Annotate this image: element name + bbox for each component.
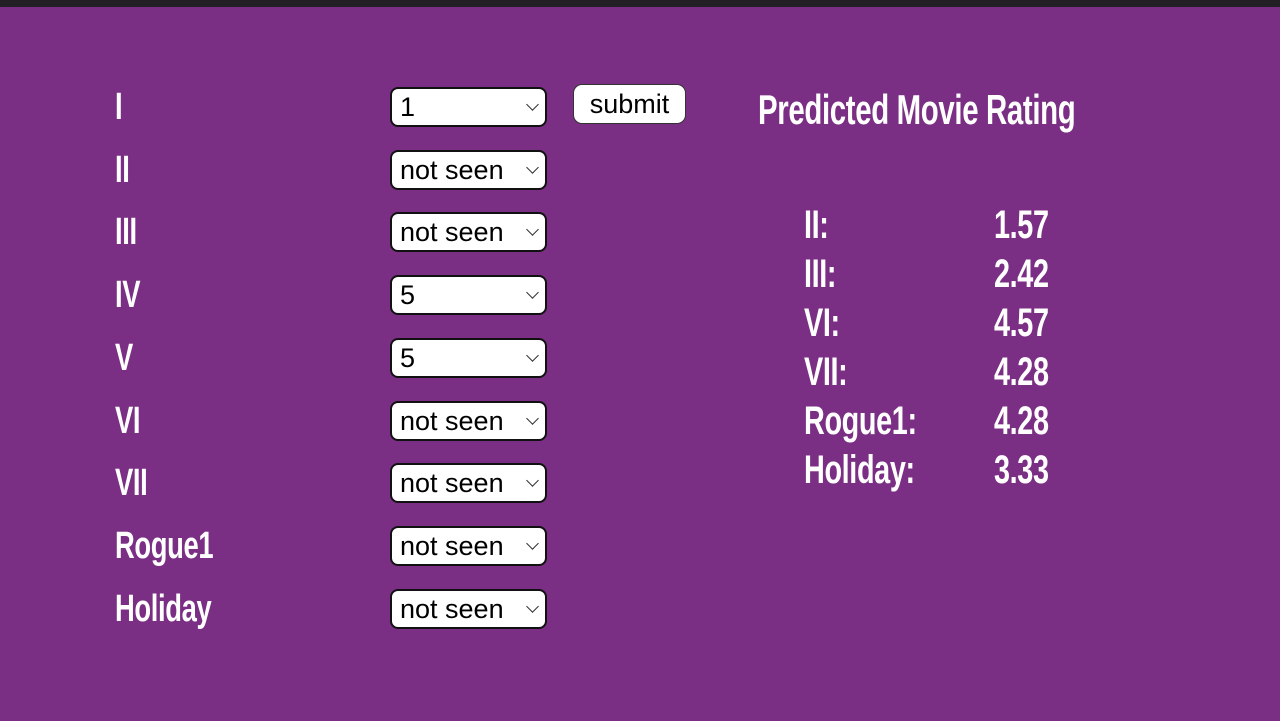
movie-label: Rogue1 <box>115 524 214 567</box>
selected-value: 1 <box>400 92 416 122</box>
chevron-down-icon <box>526 286 539 299</box>
movie-row: IV 5 <box>0 274 700 317</box>
movie-row: II not seen <box>0 148 700 191</box>
chevron-down-icon <box>526 537 539 550</box>
result-value: 3.33 <box>994 448 1049 492</box>
selected-value: not seen <box>400 405 504 436</box>
selected-value: not seen <box>400 468 504 499</box>
result-name: Holiday: <box>804 448 915 492</box>
movie-label: VI <box>115 399 141 442</box>
rating-select[interactable]: not seen <box>390 212 547 253</box>
result-value: 2.42 <box>994 252 1049 296</box>
chevron-down-icon <box>526 348 539 362</box>
chevron-down-icon <box>526 98 539 111</box>
result-value: 4.28 <box>994 350 1049 394</box>
result-row: III: 2.42 <box>804 251 1204 297</box>
selected-value: not seen <box>400 593 504 624</box>
movie-row: Rogue1 not seen <box>0 524 700 567</box>
result-name: II: <box>804 203 829 247</box>
selected-value: 5 <box>400 342 416 373</box>
movie-label: VII <box>115 462 148 505</box>
chevron-down-icon <box>526 599 539 613</box>
selected-value: not seen <box>400 217 504 248</box>
movie-label: V <box>115 336 133 379</box>
movie-row: VI not seen <box>0 399 700 442</box>
result-row: Rogue1: 4.28 <box>804 398 1204 444</box>
chevron-down-icon <box>526 160 539 174</box>
rating-select[interactable]: 5 <box>390 275 547 316</box>
movie-label: III <box>115 211 137 254</box>
result-name: Rogue1: <box>804 399 917 443</box>
browser-top-bar <box>0 0 1280 7</box>
result-name: VI: <box>804 301 840 345</box>
result-name: III: <box>804 252 837 296</box>
result-value: 4.57 <box>994 301 1049 345</box>
chevron-down-icon <box>526 411 539 425</box>
rating-select[interactable]: not seen <box>390 149 547 190</box>
result-row: VI: 4.57 <box>804 300 1204 346</box>
selected-value: 5 <box>400 280 416 311</box>
result-value: 4.28 <box>994 399 1049 443</box>
movie-row: I 1 <box>0 87 700 127</box>
rating-select[interactable]: not seen <box>390 525 547 566</box>
movie-label: Holiday <box>115 587 212 630</box>
selected-value: not seen <box>400 530 504 561</box>
chevron-down-icon <box>526 223 539 237</box>
result-name: VII: <box>804 350 848 394</box>
movie-label: II <box>115 148 130 191</box>
submit-button[interactable]: submit <box>573 84 686 124</box>
rating-select[interactable]: not seen <box>390 400 547 441</box>
movie-row: V 5 <box>0 336 700 379</box>
rating-select[interactable]: not seen <box>390 463 547 504</box>
chevron-down-icon <box>526 474 539 488</box>
result-row: II: 1.57 <box>804 202 1204 248</box>
movie-row: VII not seen <box>0 462 700 505</box>
movie-label: I <box>115 86 123 128</box>
result-row: VII: 4.28 <box>804 349 1204 395</box>
movie-row: Holiday not seen <box>0 587 700 630</box>
selected-value: not seen <box>400 154 504 185</box>
rating-select[interactable]: 1 <box>390 87 547 127</box>
result-value: 1.57 <box>994 203 1049 247</box>
movie-row: III not seen <box>0 211 700 254</box>
rating-select[interactable]: not seen <box>390 588 547 629</box>
rating-select[interactable]: 5 <box>390 337 547 378</box>
results-title: Predicted Movie Rating <box>758 86 1076 133</box>
result-row: Holiday: 3.33 <box>804 447 1204 493</box>
movie-label: IV <box>115 274 141 317</box>
